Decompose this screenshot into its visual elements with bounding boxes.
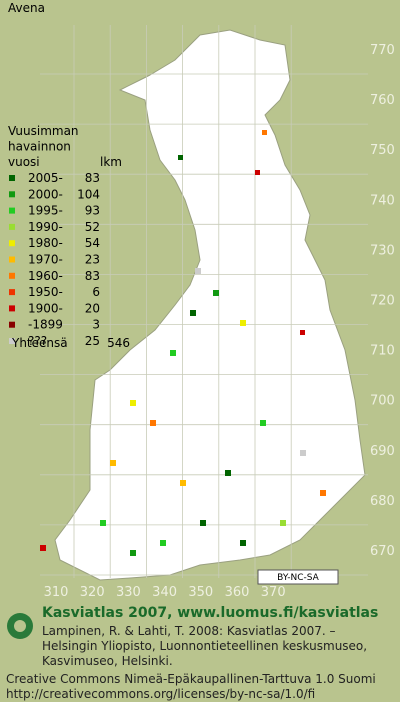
legend-swatch	[9, 207, 15, 214]
legend-swatch	[9, 223, 15, 230]
badge-box	[257, 569, 339, 585]
legend-count: 52	[85, 220, 100, 234]
obs	[170, 350, 176, 356]
obs	[160, 540, 166, 546]
x-tick-label: 350	[188, 585, 213, 600]
legend-title: havainnon	[8, 140, 71, 154]
y-tick-label: 720	[370, 294, 395, 309]
logo-mark	[14, 620, 26, 632]
y-tick-label: 740	[370, 193, 395, 208]
obs	[280, 520, 286, 526]
total-count: 546	[107, 336, 130, 350]
obs	[190, 310, 196, 316]
legend-count: 3	[92, 318, 100, 332]
legend-count: 83	[85, 171, 100, 185]
obs	[213, 290, 219, 296]
legend-count: 6	[92, 285, 100, 299]
legend-label: 1970-	[28, 253, 63, 267]
x-tick-label: 330	[116, 585, 141, 600]
legend-swatch	[9, 272, 15, 279]
y-tick-label: 730	[370, 243, 395, 258]
legend-label: 2005-	[28, 171, 63, 185]
obs	[300, 330, 305, 335]
y-tick-label: 750	[370, 143, 395, 158]
obs	[195, 268, 201, 274]
y-tick-label: 700	[370, 394, 395, 409]
legend-label: 1995-	[28, 204, 63, 218]
legend-swatch	[9, 321, 15, 328]
license-badge: BY-NC-SA	[257, 569, 339, 585]
obs	[150, 420, 156, 426]
legend-label: -1899	[28, 318, 63, 332]
citation: Kasvimuseo, Helsinki.	[42, 654, 173, 668]
y-tick-label: 770	[370, 43, 395, 58]
legend-swatch	[9, 289, 15, 296]
legend-swatch	[9, 175, 15, 181]
x-tick-label: 310	[44, 585, 69, 600]
footer-heading: Kasviatlas 2007, www.luomus.fi/kasviatla…	[42, 605, 378, 621]
map-title: Avena	[8, 1, 45, 15]
y-tick-label: 760	[370, 93, 395, 108]
citation: Helsingin Yliopisto, Luonnontieteellinen…	[42, 639, 367, 653]
citation: Lampinen, R. & Lahti, T. 2008: Kasviatla…	[42, 624, 336, 638]
obs	[100, 520, 106, 526]
legend-label: 1990-	[28, 220, 63, 234]
x-tick-label: 320	[80, 585, 105, 600]
legend-label: 1950-	[28, 285, 63, 299]
legend-count: 83	[85, 269, 100, 283]
obs	[110, 460, 116, 466]
legend-swatch	[9, 256, 15, 263]
obs	[40, 545, 46, 551]
legend-count: 93	[85, 204, 100, 218]
badge-text: BY-NC-SA	[277, 573, 320, 583]
obs	[225, 470, 231, 476]
x-tick-label: 360	[225, 585, 250, 600]
legend-swatch	[9, 305, 15, 312]
obs	[300, 450, 306, 456]
legend-label: 2000-	[28, 187, 63, 201]
license: http://creativecommons.org/licenses/by-n…	[6, 687, 315, 701]
y-tick-label: 710	[370, 344, 395, 359]
obs	[320, 490, 326, 496]
observations	[40, 130, 326, 556]
obs	[178, 155, 183, 160]
y-tick-label: 680	[370, 494, 395, 509]
license: Creative Commons Nimeä-Epäkaupallinen-Ta…	[6, 672, 376, 686]
obs	[130, 550, 136, 556]
legend-title: vuosi	[8, 155, 40, 169]
obs	[240, 320, 246, 326]
y-tick-label: 670	[370, 544, 395, 559]
legend-label: 1980-	[28, 236, 63, 250]
legend-swatch	[9, 240, 15, 247]
total-label: Yhteensä	[11, 336, 68, 350]
obs	[262, 130, 267, 135]
legend-count: 23	[85, 253, 100, 267]
legend-count: 104	[77, 187, 100, 201]
obs	[240, 540, 246, 546]
legend-count-header: lkm	[100, 155, 122, 169]
legend-swatch	[9, 191, 15, 198]
obs	[200, 520, 206, 526]
obs	[180, 480, 186, 486]
legend-label: 1900-	[28, 301, 63, 315]
obs	[260, 420, 266, 426]
logo	[7, 613, 33, 639]
obs	[255, 170, 260, 175]
legend-swatch	[9, 338, 15, 344]
legend-count: 25	[85, 334, 100, 348]
legend-count: 20	[85, 301, 100, 315]
legend-label: ???	[28, 334, 47, 348]
obs	[130, 400, 136, 406]
legend-title: Vuusimman	[8, 124, 79, 138]
legend-label: 1960-	[28, 269, 63, 283]
finland-outline	[54, 29, 366, 581]
legend-count: 54	[85, 236, 100, 250]
x-tick-label: 370	[261, 585, 286, 600]
y-tick-label: 690	[370, 444, 395, 459]
x-tick-label: 340	[152, 585, 177, 600]
